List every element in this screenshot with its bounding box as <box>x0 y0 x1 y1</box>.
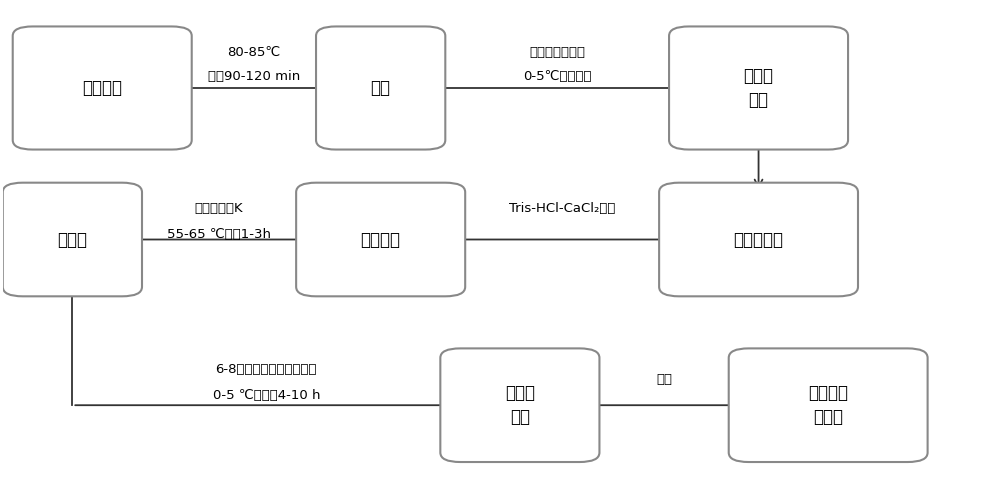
Text: 离心取
沉淀: 离心取 沉淀 <box>744 67 774 109</box>
Text: 食品级无水乙醇: 食品级无水乙醇 <box>529 46 585 59</box>
FancyBboxPatch shape <box>729 348 928 462</box>
Text: 浓缩: 浓缩 <box>371 79 391 97</box>
Text: 酶解液: 酶解液 <box>57 230 87 249</box>
FancyBboxPatch shape <box>659 182 858 297</box>
Text: 干燥: 干燥 <box>656 373 672 386</box>
Text: 0-5℃静置沉淀: 0-5℃静置沉淀 <box>523 69 591 83</box>
Text: 水浴90-120 min: 水浴90-120 min <box>208 69 300 83</box>
Text: 6-8倍体积的预冷无水乙醇: 6-8倍体积的预冷无水乙醇 <box>216 363 317 376</box>
Text: 纯化的海
藻多糖: 纯化的海 藻多糖 <box>808 385 848 426</box>
Text: Tris-HCl-CaCl₂溶液: Tris-HCl-CaCl₂溶液 <box>509 202 615 215</box>
FancyBboxPatch shape <box>296 182 465 297</box>
Text: 55-65 ℃孵育1-3h: 55-65 ℃孵育1-3h <box>167 228 271 241</box>
FancyBboxPatch shape <box>440 348 599 462</box>
Text: 海藻粗多糖: 海藻粗多糖 <box>734 230 784 249</box>
FancyBboxPatch shape <box>316 26 445 149</box>
Text: 海藻粉末: 海藻粉末 <box>82 79 122 97</box>
Text: 离心取
沉淀: 离心取 沉淀 <box>505 385 535 426</box>
Text: 0-5 ℃下沉淀4-10 h: 0-5 ℃下沉淀4-10 h <box>213 389 320 402</box>
Text: 震荡溶解: 震荡溶解 <box>361 230 401 249</box>
Text: 加入蛋白酶K: 加入蛋白酶K <box>195 202 243 215</box>
FancyBboxPatch shape <box>669 26 848 149</box>
FancyBboxPatch shape <box>3 182 142 297</box>
FancyBboxPatch shape <box>13 26 192 149</box>
Text: 80-85℃: 80-85℃ <box>227 46 280 59</box>
